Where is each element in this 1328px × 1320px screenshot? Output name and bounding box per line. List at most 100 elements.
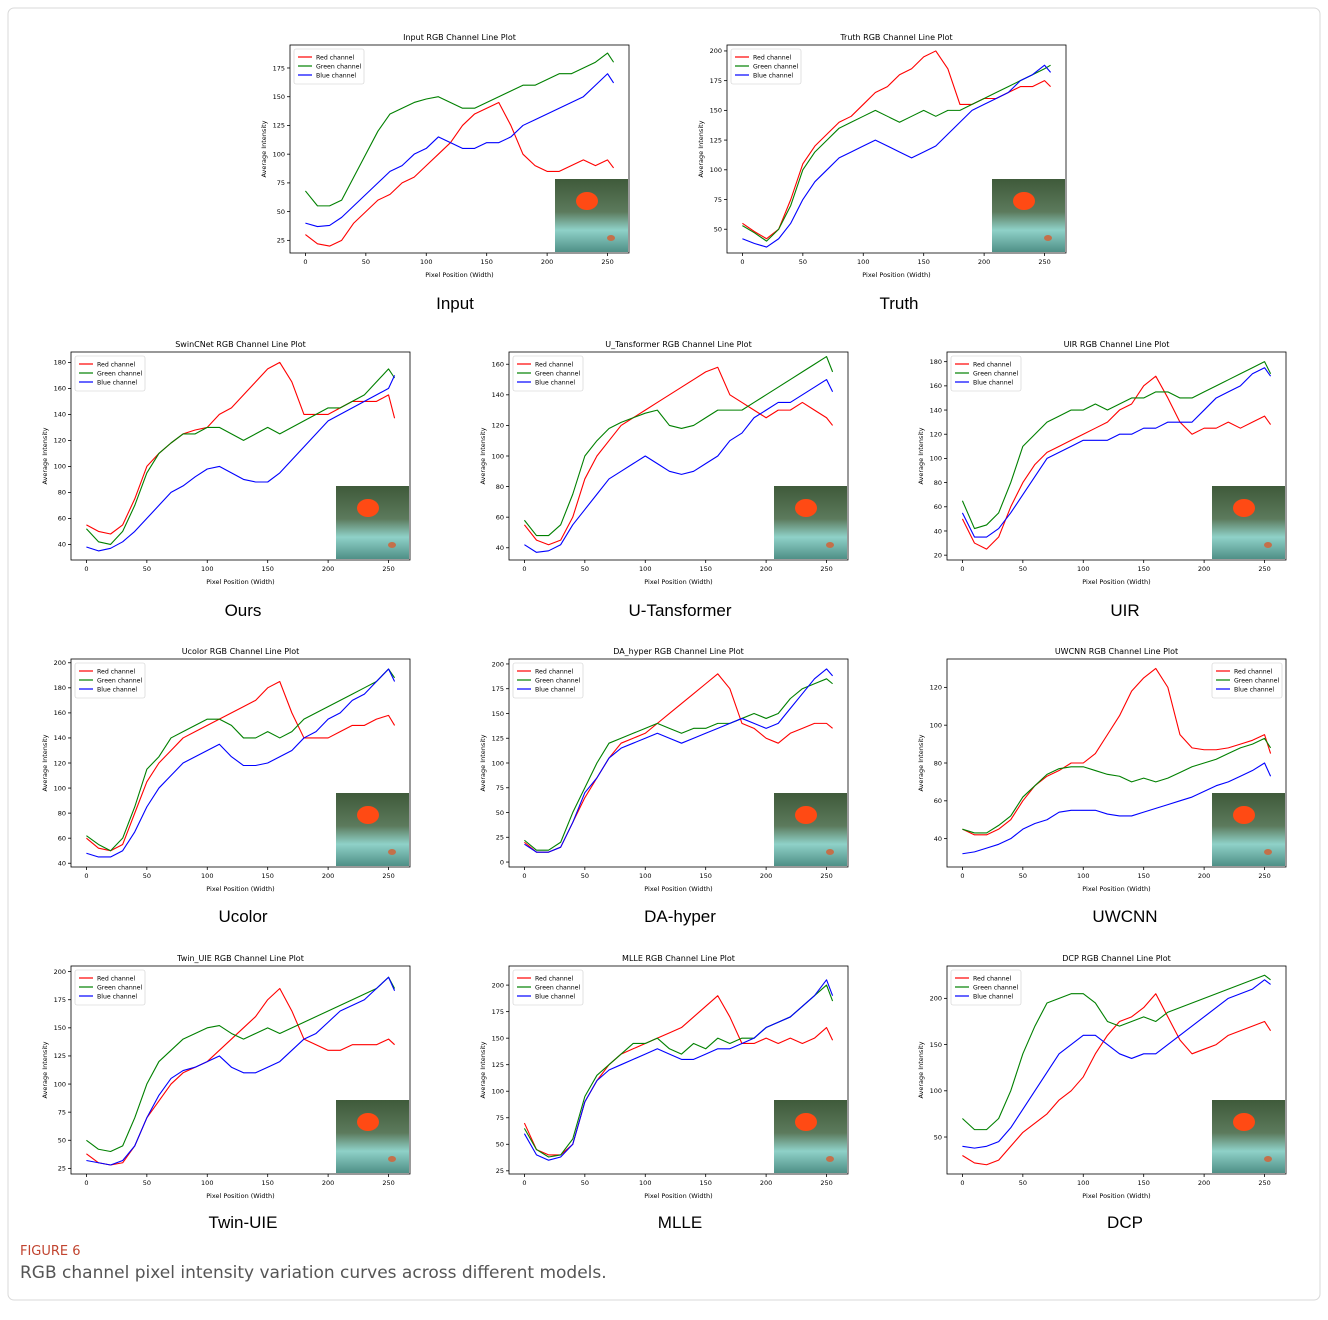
y-tick-label: 200	[54, 659, 66, 667]
x-tick-label: 50	[581, 872, 589, 880]
x-tick-label: 250	[382, 1179, 394, 1187]
x-axis-label: Pixel Position (Width)	[1082, 578, 1150, 586]
thumbnail-fish	[795, 499, 817, 517]
x-tick-label: 0	[84, 565, 88, 573]
x-tick-label: 100	[201, 872, 213, 880]
series-line	[305, 101, 615, 247]
x-tick-label: 200	[1198, 872, 1210, 880]
x-tick-label: 0	[522, 872, 526, 880]
x-axis-label: Pixel Position (Width)	[644, 1192, 712, 1200]
thumbnail-fish	[1013, 192, 1035, 210]
x-tick-label: 200	[760, 1179, 772, 1187]
x-tick-label: 50	[143, 565, 151, 573]
series-line	[523, 366, 834, 546]
thumbnail-fish	[607, 235, 615, 241]
chart-title: DA_hyper RGB Channel Line Plot	[613, 647, 744, 656]
thumbnail	[555, 179, 628, 252]
panel-caption: Truth	[879, 294, 918, 313]
y-axis-label: Average Intensity	[479, 734, 487, 791]
legend-label: Blue channel	[973, 379, 1013, 386]
y-tick-label: 60	[934, 797, 942, 805]
x-tick-label: 200	[760, 872, 772, 880]
x-axis-label: Pixel Position (Width)	[862, 271, 930, 279]
y-tick-label: 160	[54, 385, 66, 393]
thumbnail	[1212, 793, 1285, 866]
y-tick-label: 75	[714, 196, 722, 204]
plot-frame	[508, 351, 849, 561]
x-tick-label: 0	[740, 258, 744, 266]
y-axis-label: Average Intensity	[260, 120, 268, 177]
y-tick-label: 150	[492, 710, 504, 718]
x-tick-label: 250	[820, 872, 832, 880]
chart-title: SwinCNet RGB Channel Line Plot	[175, 340, 306, 349]
chart-title: DCP RGB Channel Line Plot	[1062, 954, 1171, 963]
y-tick-label: 40	[934, 527, 942, 535]
x-tick-label: 150	[1137, 872, 1149, 880]
x-axis-label: Pixel Position (Width)	[425, 271, 493, 279]
x-tick-label: 250	[382, 872, 394, 880]
x-tick-label: 50	[799, 258, 807, 266]
plot-frame	[946, 965, 1287, 1175]
series-line	[86, 368, 396, 545]
x-axis-label: Pixel Position (Width)	[206, 1192, 274, 1200]
y-tick-label: 100	[710, 166, 722, 174]
x-tick-label: 50	[581, 1179, 589, 1187]
legend-label: Red channel	[316, 54, 354, 61]
thumbnail-fish	[1264, 542, 1272, 548]
thumbnail-fish	[357, 806, 379, 824]
panel-caption: UWCNN	[1092, 907, 1157, 926]
thumbnail	[336, 486, 409, 559]
y-tick-label: 40	[496, 544, 504, 552]
series-line	[86, 668, 396, 858]
x-tick-label: 100	[639, 565, 651, 573]
legend-label: Blue channel	[535, 686, 575, 693]
legend-label: Green channel	[535, 984, 580, 991]
legend-label: Green channel	[535, 370, 580, 377]
y-tick-label: 25	[496, 834, 504, 842]
series-line	[524, 378, 834, 553]
series-line	[524, 678, 833, 851]
x-axis-label: Pixel Position (Width)	[644, 578, 712, 586]
panel-caption: Ours	[225, 601, 262, 620]
thumbnail-fish	[795, 1113, 817, 1131]
y-tick-label: 125	[273, 122, 285, 130]
x-tick-label: 150	[699, 565, 711, 573]
plot-frame	[946, 351, 1287, 561]
x-tick-label: 200	[978, 258, 990, 266]
legend-label: Green channel	[753, 63, 798, 70]
thumbnail-image	[992, 179, 1065, 252]
thumbnail	[336, 793, 409, 866]
x-tick-label: 100	[420, 258, 432, 266]
x-axis-label: Pixel Position (Width)	[1082, 885, 1150, 893]
x-tick-label: 100	[639, 872, 651, 880]
panel-caption: Twin-UIE	[209, 1213, 278, 1232]
y-tick-label: 100	[492, 452, 504, 460]
thumbnail-image	[336, 793, 409, 866]
series-line	[86, 976, 396, 1166]
legend-label: Blue channel	[97, 686, 137, 693]
figure-caption: RGB channel pixel intensity variation cu…	[20, 1263, 607, 1283]
thumbnail-image	[555, 179, 628, 252]
thumbnail-fish	[388, 849, 396, 855]
series-line	[304, 52, 615, 207]
plot-frame	[508, 658, 849, 868]
x-tick-label: 0	[303, 258, 307, 266]
series-line	[962, 667, 1272, 836]
legend-label: Green channel	[973, 984, 1018, 991]
y-tick-label: 120	[492, 422, 504, 430]
x-tick-label: 100	[201, 565, 213, 573]
y-tick-label: 160	[930, 382, 942, 390]
legend-label: Blue channel	[316, 72, 356, 79]
y-tick-label: 180	[930, 358, 942, 366]
x-tick-label: 200	[322, 565, 334, 573]
x-tick-label: 100	[639, 1179, 651, 1187]
y-tick-label: 120	[930, 684, 942, 692]
legend-label: Green channel	[316, 63, 361, 70]
y-tick-label: 175	[710, 77, 722, 85]
thumbnail-fish	[388, 542, 396, 548]
y-axis-label: Average Intensity	[917, 427, 925, 484]
legend-label: Red channel	[1234, 668, 1272, 675]
y-tick-label: 50	[714, 226, 722, 234]
y-tick-label: 0	[500, 858, 504, 866]
series-line	[962, 979, 1271, 1149]
